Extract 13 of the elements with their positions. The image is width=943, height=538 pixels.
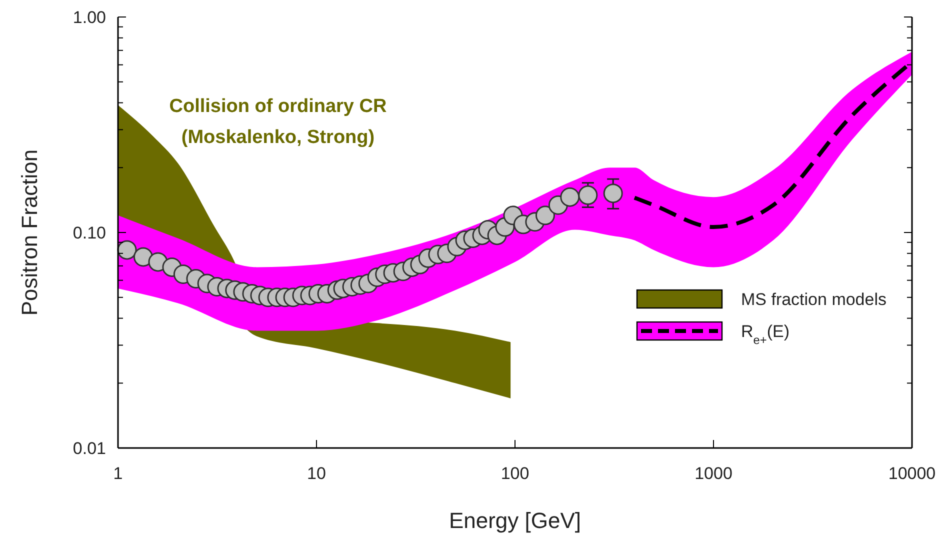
legend-label: R$_{e+}$(E) bbox=[741, 322, 790, 347]
x-tick-label: 1 bbox=[113, 464, 123, 483]
x-tick-label: 10000 bbox=[888, 464, 936, 483]
legend-label: MS fraction models bbox=[741, 290, 886, 309]
y-tick-label: 0.01 bbox=[72, 438, 106, 458]
x-tick-label: 1000 bbox=[694, 464, 732, 483]
annotation: Collision of ordinary CR (Moskalenko, Strong) bbox=[169, 96, 388, 148]
x-tick-label: 100 bbox=[500, 464, 530, 483]
x-axis-title: Energy [GeV] bbox=[448, 508, 582, 533]
y-tick-label: 0.10 bbox=[72, 223, 106, 242]
y-tick-label: 1.00 bbox=[72, 8, 106, 27]
x-tick-label: 10 bbox=[307, 464, 326, 483]
y-axis-title: Positron Fraction bbox=[17, 149, 42, 316]
